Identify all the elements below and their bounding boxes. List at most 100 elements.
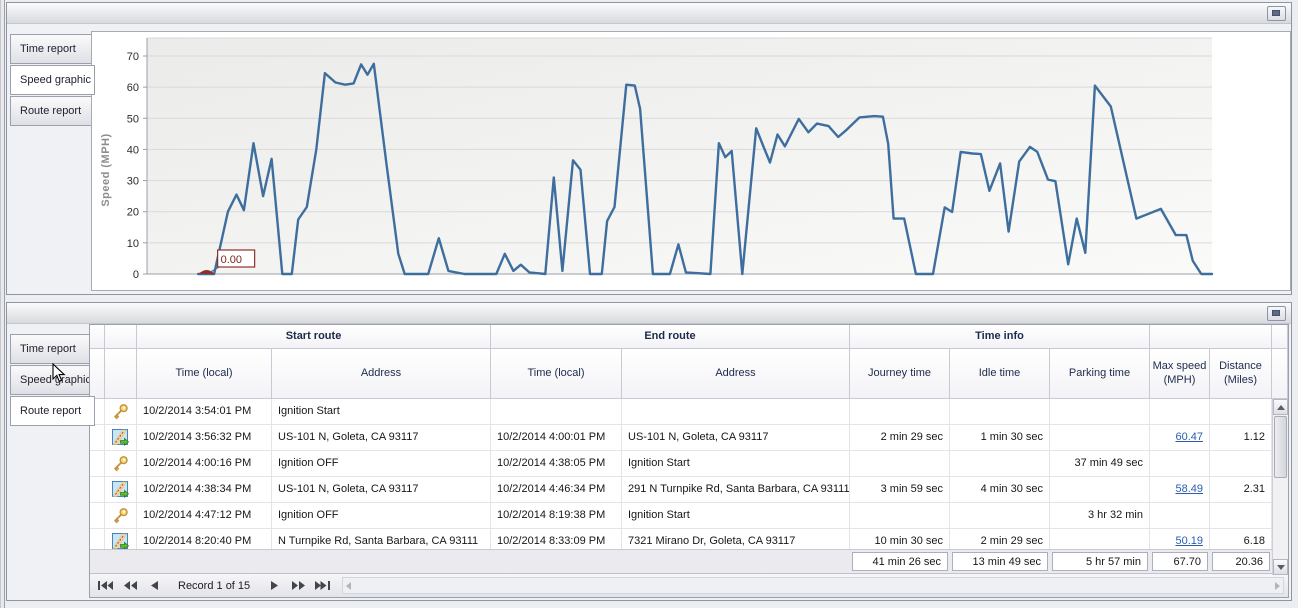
row-indicator <box>90 399 105 425</box>
scroll-down-icon[interactable] <box>1273 559 1288 575</box>
left-splitter[interactable] <box>0 0 5 608</box>
cell-end-address: Ignition Start <box>622 451 850 477</box>
table-row[interactable]: 10/2/2014 4:00:16 PM Ignition OFF 10/2/2… <box>90 451 1272 477</box>
scroll-right-icon[interactable] <box>1275 581 1280 590</box>
scroll-left-icon[interactable] <box>346 581 352 590</box>
cell-end-address: US-101 N, Goleta, CA 93117 <box>622 425 850 451</box>
tab-time-report-bottom[interactable]: Time report <box>10 334 92 364</box>
cell-max-speed-link[interactable] <box>1150 451 1210 477</box>
cell-start-address: US-101 N, Goleta, CA 93117 <box>272 425 491 451</box>
svg-text:0.00: 0.00 <box>221 254 242 266</box>
group-header-corner <box>1272 325 1288 349</box>
cell-max-speed-link[interactable]: 50.19 <box>1150 529 1210 549</box>
tab-speed-graphic-bottom[interactable]: Speed graphic <box>10 365 92 395</box>
table-row[interactable]: 10/2/2014 3:56:32 PM US-101 N, Goleta, C… <box>90 425 1272 451</box>
cell-journey-time: 2 min 29 sec <box>850 425 950 451</box>
row-indicator <box>90 425 105 451</box>
tab-route-report-bottom[interactable]: Route report <box>10 396 95 426</box>
cell-start-address: Ignition OFF <box>272 451 491 477</box>
table-row[interactable]: 10/2/2014 4:38:34 PM US-101 N, Goleta, C… <box>90 477 1272 503</box>
col-header-distance[interactable]: Distance (Miles) <box>1210 349 1272 399</box>
cell-idle-time <box>950 503 1050 529</box>
col-header-indicator <box>90 349 105 399</box>
collapse-panel-icon[interactable] <box>1267 306 1286 321</box>
tab-route-report-top[interactable]: Route report <box>10 96 92 126</box>
group-header-start-route[interactable]: Start route <box>137 325 491 349</box>
horizontal-scrollbar[interactable] <box>342 577 1284 594</box>
cell-distance: 1.12 <box>1210 425 1272 451</box>
record-navigator: Record 1 of 15 <box>90 573 1288 597</box>
speed-line-series <box>196 62 1214 276</box>
summary-idle-time: 13 min 49 sec <box>952 552 1048 571</box>
table-summary-row: 41 min 26 sec 13 min 49 sec 5 hr 57 min … <box>90 549 1288 573</box>
nav-first-button[interactable] <box>94 577 118 595</box>
tab-speed-graphic-top[interactable]: Speed graphic <box>10 65 95 95</box>
route-map-icon <box>112 533 129 549</box>
top-panel-header <box>7 3 1291 24</box>
row-type-icon <box>105 477 137 503</box>
cell-start-address: US-101 N, Goleta, CA 93117 <box>272 477 491 503</box>
cell-start-address: Ignition OFF <box>272 503 491 529</box>
cell-parking-time <box>1050 477 1150 503</box>
group-header-end-route[interactable]: End route <box>491 325 850 349</box>
nav-last-button[interactable] <box>310 577 334 595</box>
cell-distance <box>1210 399 1272 425</box>
col-header-idle-time[interactable]: Idle time <box>950 349 1050 399</box>
cell-max-speed-link[interactable] <box>1150 399 1210 425</box>
cell-end-time: 10/2/2014 8:19:38 PM <box>491 503 622 529</box>
speed-annotation: 0.00 <box>198 249 256 274</box>
svg-text:30: 30 <box>127 176 139 188</box>
scroll-up-icon[interactable] <box>1273 399 1288 415</box>
col-header-start-address[interactable]: Address <box>272 349 491 399</box>
col-header-corner <box>1272 349 1288 399</box>
col-header-journey-time[interactable]: Journey time <box>850 349 950 399</box>
nav-prev-button[interactable] <box>142 577 166 595</box>
record-count-label: Record 1 of 15 <box>178 579 251 592</box>
col-header-end-time[interactable]: Time (local) <box>491 349 622 399</box>
route-table: Start route End route Time info Time (lo… <box>89 324 1289 598</box>
route-report-panel: Time report Speed graphic Route report S… <box>6 302 1292 601</box>
bottom-panel-header <box>7 303 1291 324</box>
cell-journey-time <box>850 399 950 425</box>
nav-prev-page-button[interactable] <box>118 577 142 595</box>
cell-max-speed-link[interactable]: 60.47 <box>1150 425 1210 451</box>
scrollbar-thumb[interactable] <box>1274 416 1287 478</box>
cell-start-time: 10/2/2014 4:00:16 PM <box>137 451 272 477</box>
table-row[interactable]: 10/2/2014 4:47:12 PM Ignition OFF 10/2/2… <box>90 503 1272 529</box>
table-rows-viewport: 10/2/2014 3:54:01 PM Ignition Start 10/2… <box>90 399 1272 549</box>
cell-idle-time: 2 min 29 sec <box>950 529 1050 549</box>
nav-next-button[interactable] <box>262 577 286 595</box>
cell-journey-time: 10 min 30 sec <box>850 529 950 549</box>
svg-text:50: 50 <box>127 113 139 125</box>
group-header-time-info[interactable]: Time info <box>850 325 1150 349</box>
col-header-end-address[interactable]: Address <box>622 349 850 399</box>
tab-time-report-top[interactable]: Time report <box>10 34 92 64</box>
cell-end-address: 291 N Turnpike Rd, Santa Barbara, CA 931… <box>622 477 850 503</box>
cell-end-time <box>491 399 622 425</box>
cell-max-speed-link[interactable]: 58.49 <box>1150 477 1210 503</box>
cell-start-time: 10/2/2014 3:56:32 PM <box>137 425 272 451</box>
cell-journey-time <box>850 503 950 529</box>
table-row[interactable]: 10/2/2014 8:20:40 PM N Turnpike Rd, Sant… <box>90 529 1272 549</box>
cell-start-time: 10/2/2014 4:38:34 PM <box>137 477 272 503</box>
col-header-parking-time[interactable]: Parking time <box>1050 349 1150 399</box>
vertical-scrollbar[interactable] <box>1272 399 1288 575</box>
summary-distance: 20.36 <box>1212 552 1270 571</box>
cell-end-time: 10/2/2014 4:46:34 PM <box>491 477 622 503</box>
collapse-panel-icon[interactable] <box>1267 6 1286 21</box>
table-row[interactable]: 10/2/2014 3:54:01 PM Ignition Start <box>90 399 1272 425</box>
cell-max-speed-link[interactable] <box>1150 503 1210 529</box>
cell-distance <box>1210 503 1272 529</box>
cell-idle-time <box>950 399 1050 425</box>
col-header-max-speed[interactable]: Max speed (MPH) <box>1150 349 1210 399</box>
ignition-key-icon <box>114 404 128 420</box>
cell-distance: 6.18 <box>1210 529 1272 549</box>
ignition-key-icon <box>114 508 128 524</box>
cell-distance <box>1210 451 1272 477</box>
cell-journey-time: 3 min 59 sec <box>850 477 950 503</box>
chart-y-axis-title: Speed (MPH) <box>100 133 112 207</box>
group-header-icon <box>105 325 137 349</box>
col-header-start-time[interactable]: Time (local) <box>137 349 272 399</box>
nav-next-page-button[interactable] <box>286 577 310 595</box>
